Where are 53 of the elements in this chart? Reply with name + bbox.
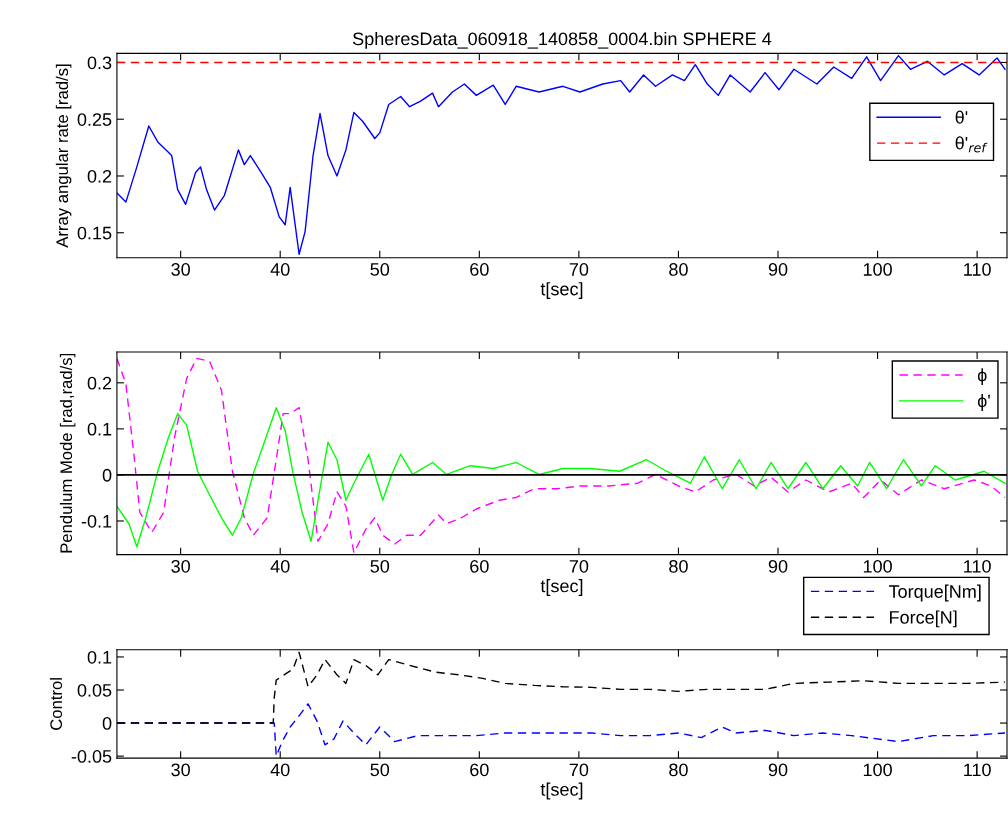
x-tick-label: 40 <box>270 559 290 573</box>
x-tick-label: 70 <box>569 263 589 276</box>
y-tick-label: 0.2 <box>87 169 112 183</box>
x-tick-label: 80 <box>669 263 688 276</box>
y-tick-label: -0.1 <box>81 514 112 528</box>
legend-label: ϕ <box>977 368 987 386</box>
legend-label: ϕ' <box>977 394 990 411</box>
x-tick-label: 80 <box>669 559 688 573</box>
y-tick-label: 0.1 <box>87 650 112 664</box>
y-axis-title: Control <box>49 678 63 730</box>
y-tick-label: 0 <box>102 468 112 482</box>
x-tick-label: 40 <box>270 763 290 777</box>
y-tick-label: 0.15 <box>77 226 112 240</box>
y-tick-label: 0.2 <box>87 376 112 390</box>
x-axis-title: t[sec] <box>540 782 583 800</box>
x-tick-label: 90 <box>768 763 788 777</box>
legend-label: θ' <box>955 110 968 124</box>
x-tick-label: 30 <box>171 263 190 276</box>
y-tick-label: -0.05 <box>71 750 112 763</box>
y-axis-title: Array angular rate [rad/s] <box>55 64 72 248</box>
x-axis-title: t[sec] <box>540 579 583 596</box>
x-tick-label: 60 <box>470 263 489 276</box>
x-tick-label: 100 <box>863 763 892 777</box>
x-tick-label: 90 <box>768 263 788 276</box>
legend-label: θ'$_{ref}$ <box>955 136 988 153</box>
x-tick-label: 30 <box>171 559 190 573</box>
x-tick-label: 100 <box>863 559 892 573</box>
y-tick-label: 0 <box>102 717 112 730</box>
legend-label: Force[N] <box>890 610 957 628</box>
x-axis-title: t[sec] <box>540 282 583 300</box>
y-tick-label: 0.3 <box>87 56 112 70</box>
x-tick-label: 90 <box>768 559 788 573</box>
x-tick-label: 50 <box>370 263 390 276</box>
x-tick-label: 110 <box>964 763 991 777</box>
x-tick-label: 60 <box>470 763 489 777</box>
x-tick-label: 110 <box>964 263 991 276</box>
x-tick-label: 70 <box>569 763 589 777</box>
x-tick-label: 50 <box>370 559 390 573</box>
x-tick-label: 40 <box>270 263 290 276</box>
x-tick-label: 70 <box>569 559 589 573</box>
x-tick-label: 30 <box>171 763 190 777</box>
line-series <box>116 54 1006 255</box>
x-tick-label: 50 <box>370 763 390 777</box>
x-tick-label: 60 <box>470 559 489 573</box>
x-tick-label: 80 <box>669 763 688 777</box>
chart-title: SpheresData_060918_140858_0004.bin SPHERE 4 <box>352 31 772 49</box>
y-tick-label: 0.1 <box>87 422 112 436</box>
y-tick-label: 0.25 <box>77 113 112 126</box>
x-tick-label: 110 <box>964 559 991 573</box>
y-tick-label: 0.05 <box>77 683 112 697</box>
x-tick-label: 100 <box>863 263 892 276</box>
y-axis-title: Pendulum Mode [rad,rad/s] <box>59 353 76 553</box>
legend-label: Torque[Nm] <box>888 584 981 602</box>
